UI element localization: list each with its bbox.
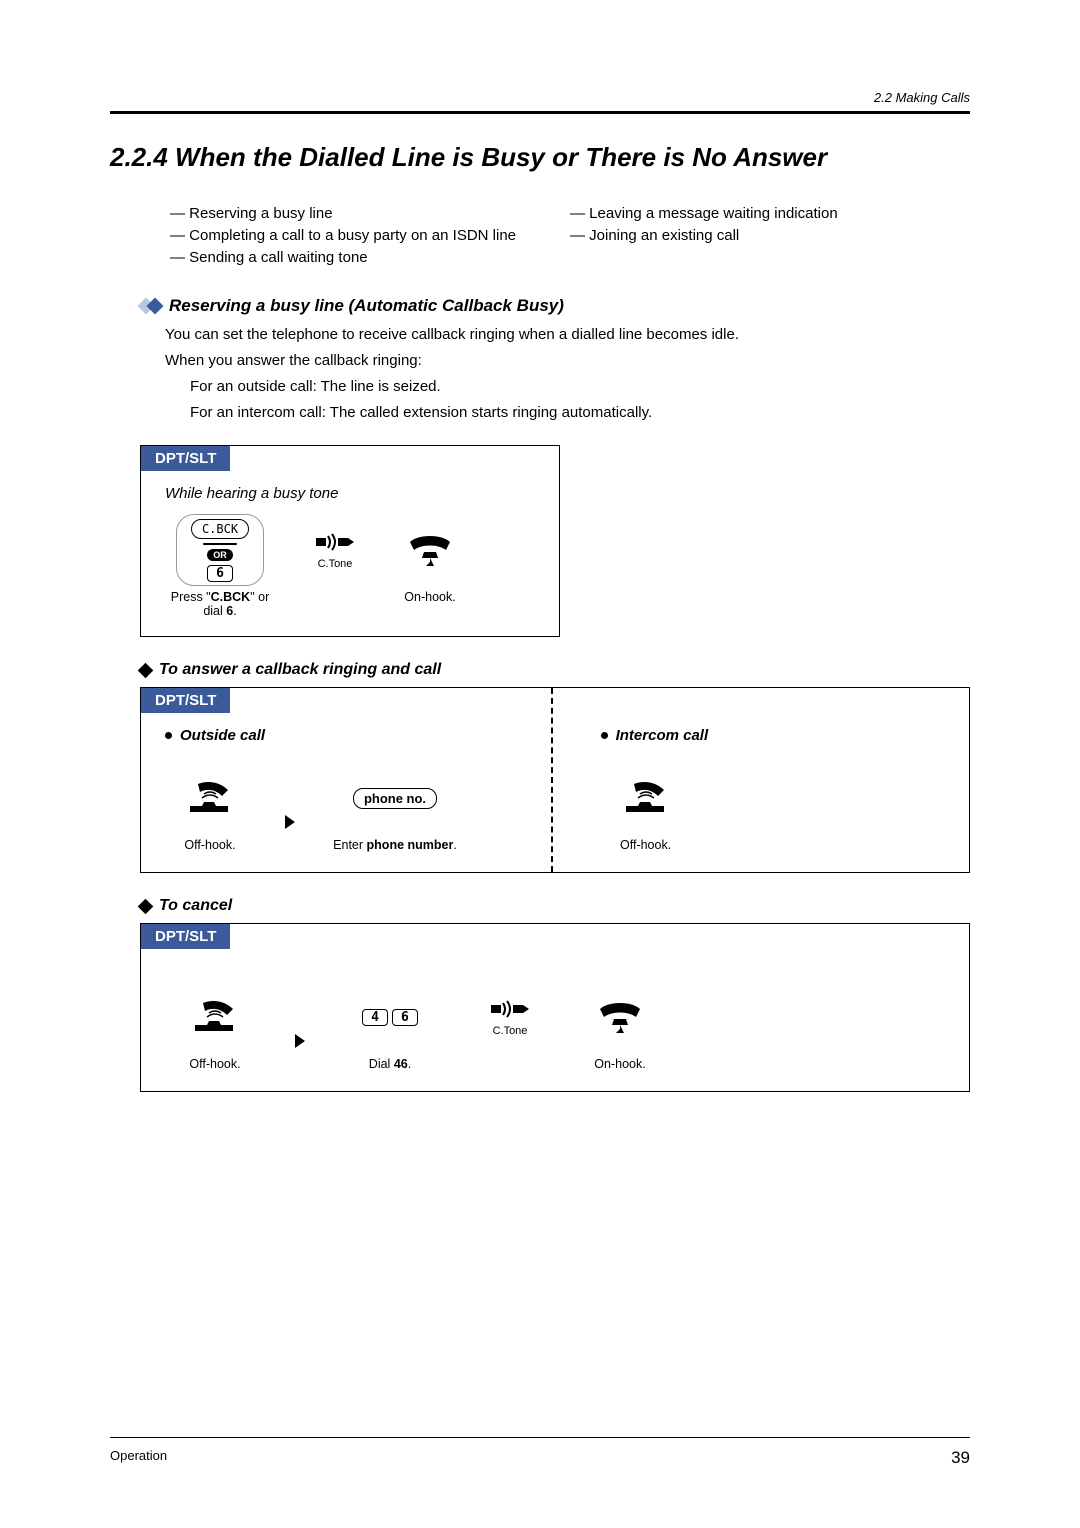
box-tab: DPT/SLT [141, 924, 230, 949]
top-rule [110, 111, 970, 114]
footer-left: Operation [110, 1448, 167, 1468]
ctone-icon [314, 530, 356, 554]
step-caption: Dial 46. [369, 1057, 411, 1073]
subsection-reserving: Reserving a busy line (Automatic Callbac… [140, 296, 970, 316]
ctone-icon [489, 997, 531, 1021]
key-slot-icon [203, 543, 237, 545]
step-caption: Off-hook. [189, 1057, 240, 1073]
step-caption: Off-hook. [620, 838, 671, 854]
divider-dashed [551, 688, 553, 872]
feature-col-right: — Leaving a message waiting indication —… [570, 203, 970, 268]
procedure-box-answer: DPT/SLT Outside call Off-hook. phone no. [140, 687, 970, 873]
body-text: When you answer the callback ringing: [165, 350, 970, 372]
diamond-marker-icon [138, 662, 154, 678]
feature-col-left: — Reserving a busy line — Completing a c… [170, 203, 570, 268]
page-number: 39 [951, 1448, 970, 1468]
call-type-outside: Outside call [165, 727, 551, 744]
step-caption: On-hook. [594, 1057, 645, 1073]
header-breadcrumb: 2.2 Making Calls [110, 90, 970, 105]
condition-text: While hearing a busy tone [165, 485, 535, 502]
feature-item: — Joining an existing call [570, 225, 970, 247]
or-badge: OR [207, 549, 233, 561]
procedure-box-set: DPT/SLT While hearing a busy tone C.BCK … [140, 445, 560, 637]
arrow-icon [285, 815, 295, 829]
diamond-marker-icon [140, 300, 161, 312]
feature-item: — Completing a call to a busy party on a… [170, 225, 570, 247]
footer: Operation 39 [110, 1437, 970, 1468]
call-type-intercom: Intercom call [601, 727, 945, 744]
step-caption: On-hook. [404, 590, 455, 606]
box-tab: DPT/SLT [141, 446, 230, 471]
cbck-key-icon: C.BCK [191, 519, 249, 539]
feature-item: — Sending a call waiting tone [170, 247, 570, 269]
subsection-title: To answer a callback ringing and call [159, 661, 441, 679]
keycap-6: 6 [207, 565, 233, 582]
box-tab: DPT/SLT [141, 688, 230, 713]
onhook-icon [596, 999, 644, 1035]
feature-list: — Reserving a busy line — Completing a c… [170, 203, 970, 268]
subsection-cancel: To cancel [140, 897, 970, 915]
feature-item: — Leaving a message waiting indication [570, 203, 970, 225]
diamond-marker-icon [138, 898, 154, 914]
body-text: For an intercom call: The called extensi… [190, 402, 970, 424]
offhook-icon [622, 780, 670, 816]
arrow-icon [295, 1034, 305, 1048]
onhook-icon [406, 532, 454, 568]
subsection-title: To cancel [159, 897, 232, 915]
step-caption: Off-hook. [184, 838, 235, 854]
section-title: 2.2.4 When the Dialled Line is Busy or T… [110, 142, 970, 173]
subsection-title: Reserving a busy line (Automatic Callbac… [169, 296, 564, 316]
feature-item: — Reserving a busy line [170, 203, 570, 225]
offhook-icon [186, 780, 234, 816]
body-text: For an outside call: The line is seized. [190, 376, 970, 398]
keycap-4: 4 [362, 1009, 388, 1026]
ctone-label: C.Tone [318, 558, 353, 570]
step-caption: Enter phone number. [333, 838, 457, 854]
phone-no-pill: phone no. [353, 788, 437, 809]
keycap-6: 6 [392, 1009, 418, 1026]
offhook-icon [191, 999, 239, 1035]
ctone-label: C.Tone [493, 1025, 528, 1037]
subsection-answer: To answer a callback ringing and call [140, 661, 970, 679]
procedure-box-cancel: DPT/SLT Off-hook. 4 6 Dial 46. [140, 923, 970, 1092]
body-text: You can set the telephone to receive cal… [165, 324, 970, 346]
step-caption: Press "C.BCK" or dial 6. [165, 590, 275, 618]
